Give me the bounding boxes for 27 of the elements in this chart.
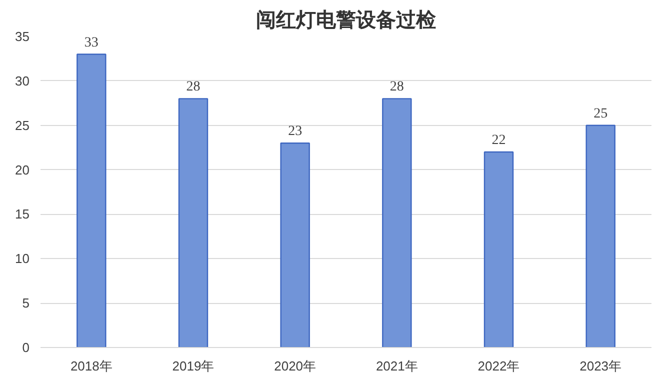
y-tick-label: 20: [15, 162, 30, 178]
y-tick-label: 25: [15, 118, 30, 133]
y-tick-label: 35: [15, 29, 30, 44]
bar: [586, 124, 616, 348]
y-tick-label: 30: [15, 73, 30, 88]
x-tick-label: 2021年: [376, 358, 418, 374]
bar: [280, 142, 310, 348]
data-label: 23: [288, 124, 302, 140]
y-tick-label: 0: [22, 340, 30, 355]
data-label: 22: [492, 133, 506, 148]
y-tick-label: 10: [15, 251, 30, 266]
data-label: 28: [390, 80, 404, 95]
x-tick-label: 2018年: [70, 358, 112, 374]
x-tick-label: 2019年: [172, 358, 214, 374]
bar: [382, 98, 412, 348]
bar: [484, 151, 514, 348]
x-tick-label: 2022年: [478, 358, 520, 374]
data-label: 25: [594, 106, 608, 122]
bar: [76, 54, 106, 348]
bar: [178, 98, 208, 348]
y-tick-label: 5: [22, 296, 30, 311]
x-tick-label: 2020年: [274, 358, 316, 374]
x-tick-label: 2023年: [580, 358, 622, 374]
y-tick-label: 15: [15, 206, 30, 222]
chart-title: 闯红灯电警设备过检: [256, 8, 437, 32]
data-label: 28: [186, 80, 200, 95]
data-label: 33: [84, 35, 98, 50]
